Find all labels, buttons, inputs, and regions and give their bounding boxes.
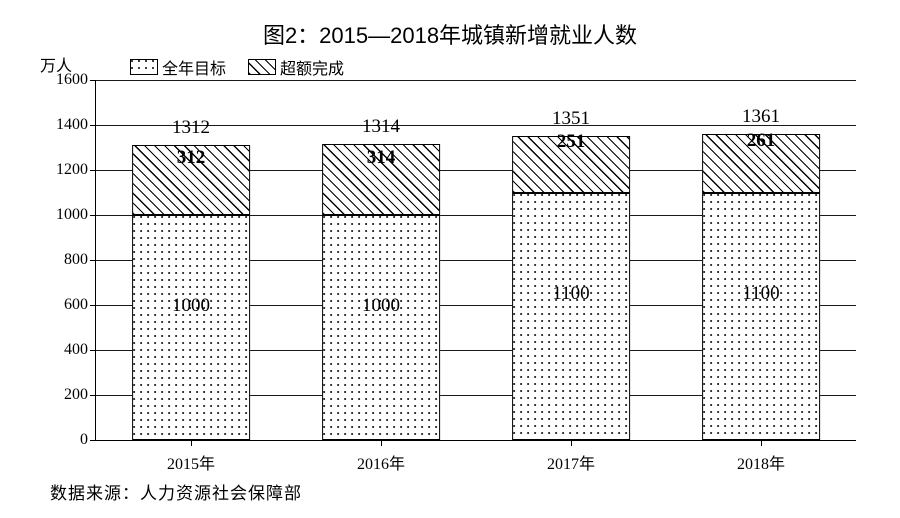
x-tick-label: 2015年	[167, 440, 215, 474]
bar-surplus-label: 251	[512, 131, 630, 153]
bar-surplus-label: 314	[322, 147, 440, 169]
y-tick-label: 1600	[56, 71, 96, 89]
bar-target-label: 1100	[702, 283, 820, 305]
bar-target-label: 1000	[322, 295, 440, 317]
bar-total-label: 1312	[132, 117, 250, 139]
bar-surplus-label: 261	[702, 130, 820, 152]
legend: 全年目标 超额完成	[130, 55, 362, 80]
bar-segment-target	[512, 193, 630, 441]
y-tick-label: 1400	[56, 116, 96, 134]
bar-target-label: 1000	[132, 295, 250, 317]
bar-total-label: 1351	[512, 108, 630, 130]
grid-line	[96, 80, 856, 81]
y-tick-label: 1200	[56, 161, 96, 179]
y-tick-label: 400	[64, 341, 96, 359]
x-tick-label: 2017年	[547, 440, 595, 474]
legend-label: 全年目标	[162, 55, 226, 79]
plot-area: 020040060080010001200140016002015年131231…	[95, 80, 856, 441]
x-tick-label: 2018年	[737, 440, 785, 474]
data-source: 数据来源：人力资源社会保障部	[50, 479, 302, 504]
bar-total-label: 1361	[702, 106, 820, 128]
legend-swatch-diagonal	[248, 59, 276, 75]
chart-title: 图2：2015—2018年城镇新增就业人数	[0, 18, 900, 50]
legend-swatch-dots	[130, 59, 158, 75]
y-tick-label: 0	[80, 431, 96, 449]
y-tick-label: 800	[64, 251, 96, 269]
bar-segment-target	[132, 215, 250, 440]
y-tick-label: 1000	[56, 206, 96, 224]
legend-item-target: 全年目标	[130, 55, 226, 79]
y-tick-label: 600	[64, 296, 96, 314]
bar-target-label: 1100	[512, 283, 630, 305]
legend-label: 超额完成	[280, 55, 344, 79]
bar-segment-target	[702, 193, 820, 441]
y-tick-label: 200	[64, 386, 96, 404]
x-tick-label: 2016年	[357, 440, 405, 474]
legend-item-surplus: 超额完成	[248, 55, 344, 79]
bar-surplus-label: 312	[132, 147, 250, 169]
bar-segment-target	[322, 215, 440, 440]
bar-total-label: 1314	[322, 116, 440, 138]
